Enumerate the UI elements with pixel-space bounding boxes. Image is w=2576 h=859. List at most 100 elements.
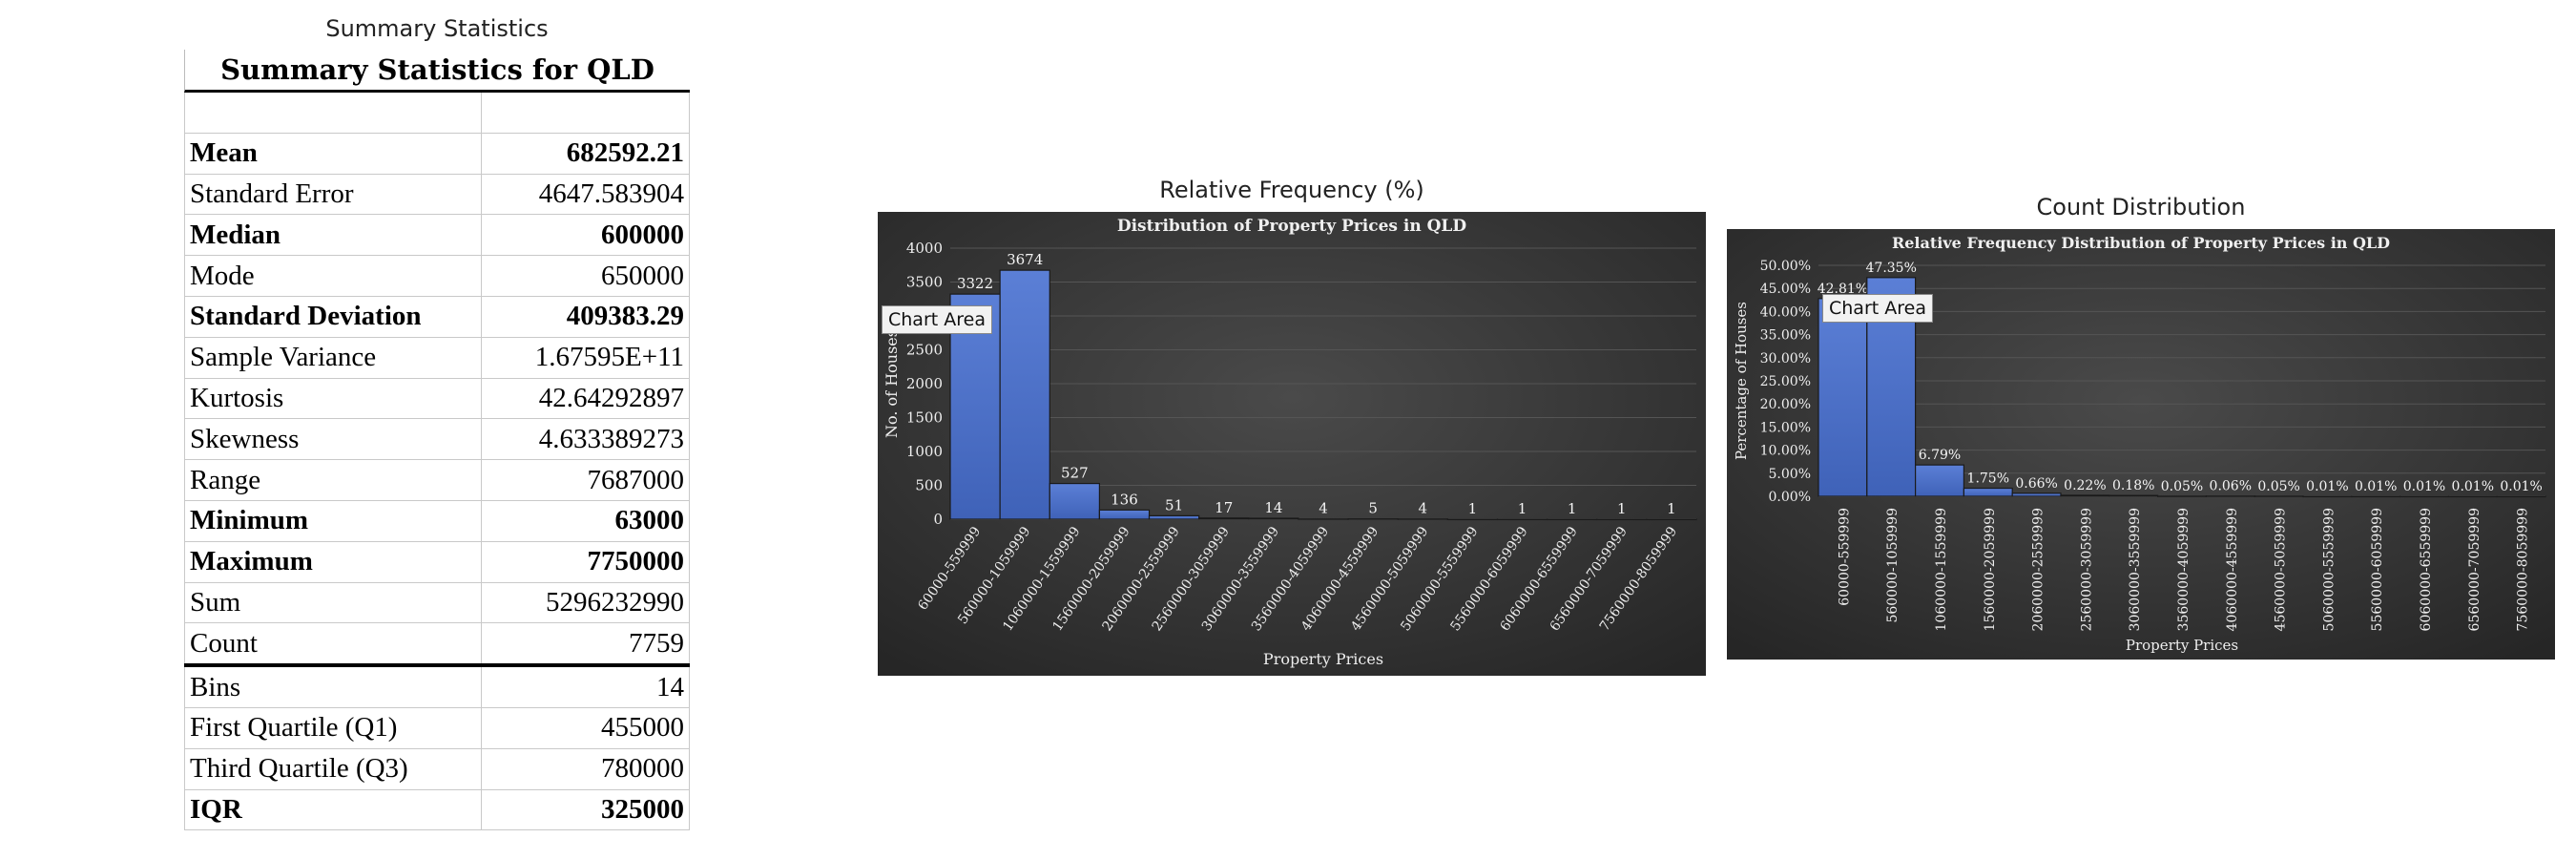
y-tick-label: 1500 [906, 409, 943, 427]
table-row: Bins 14 [184, 665, 690, 708]
chart-area-tooltip: Chart Area [882, 305, 992, 334]
table-row: Standard Error 4647.583904 [184, 174, 690, 216]
data-label: 1 [1518, 500, 1527, 517]
y-tick-label: 30.00% [1760, 351, 1811, 367]
bar [1546, 518, 1598, 521]
data-label: 4 [1319, 500, 1328, 517]
table-row: IQR 325000 [184, 789, 690, 831]
data-label: 1 [1468, 500, 1478, 517]
y-tick-label: 0 [933, 511, 943, 528]
y-axis-label: Percentage of Houses [1733, 302, 1750, 460]
stat-label: Sum [184, 582, 482, 624]
table-row: Median 600000 [184, 214, 690, 257]
stat-label: Kurtosis [184, 378, 482, 420]
data-label: 0.05% [2161, 479, 2203, 494]
y-tick-label: 40.00% [1760, 304, 1811, 320]
stat-label: Third Quartile (Q3) [184, 748, 482, 790]
x-tick-label: 3560000-4059999 [2176, 508, 2192, 631]
x-tick-label: 6560000-7059999 [2467, 508, 2483, 631]
stat-value: 682592.21 [481, 133, 690, 175]
data-label: 527 [1061, 465, 1089, 482]
data-label: 0.06% [2210, 479, 2252, 494]
stat-value: 14 [481, 665, 690, 708]
data-label: 0.05% [2257, 479, 2299, 494]
y-tick-label: 35.00% [1760, 328, 1811, 344]
bar [2399, 495, 2449, 498]
x-tick-label: 7560000-8059999 [2516, 508, 2531, 631]
bar [1198, 517, 1250, 520]
bar [2447, 495, 2498, 498]
bar [2254, 495, 2304, 497]
data-label: 136 [1111, 491, 1138, 508]
table-row: Third Quartile (Q3) 780000 [184, 748, 690, 790]
count-chart-svg: Distribution of Property Prices in QLD 0 5… [878, 212, 1706, 676]
data-label: 51 [1165, 496, 1183, 513]
bar [1298, 518, 1349, 520]
y-tick-label: 50.00% [1760, 259, 1811, 274]
y-tick-label: 45.00% [1760, 282, 1811, 297]
y-tick-label: 25.00% [1760, 374, 1811, 389]
table-row: Range 7687000 [184, 459, 690, 501]
data-label: 0.18% [2112, 478, 2154, 493]
data-label: 3322 [957, 275, 993, 292]
table-row: Kurtosis 42.64292897 [184, 378, 690, 420]
table-row: Sample Variance 1.67595E+11 [184, 337, 690, 379]
bar [1397, 518, 1448, 520]
bar [1446, 518, 1499, 521]
y-tick-label: 20.00% [1760, 397, 1811, 412]
data-label: 5 [1368, 500, 1378, 517]
data-label: 3674 [1007, 251, 1043, 268]
data-label: 17 [1215, 499, 1233, 516]
y-tick-label: 2500 [906, 342, 943, 359]
data-label: 0.66% [2015, 476, 2057, 492]
stat-value: 1.67595E+11 [481, 337, 690, 379]
stat-value: 42.64292897 [481, 378, 690, 420]
summary-statistics-table: Summary Statistics for QLD Mean 682592.21… [184, 50, 690, 831]
stat-value: 5296232990 [481, 582, 690, 624]
stat-value: 4647.583904 [481, 174, 690, 216]
stat-value: 4.633389273 [481, 418, 690, 461]
relative-frequency-chart[interactable]: Relative Frequency Distribution of Prope… [1727, 229, 2555, 660]
y-tick-label: 15.00% [1760, 420, 1811, 435]
x-tick-label: 2060000-2559999 [2031, 508, 2046, 631]
stat-value: 455000 [481, 707, 690, 749]
data-label: 14 [1264, 499, 1282, 516]
bar [1596, 518, 1648, 521]
table-row [184, 93, 690, 134]
stat-value: 63000 [481, 500, 690, 542]
stat-label [184, 93, 482, 134]
y-axis-label: No. of Houses [883, 329, 901, 438]
bar [2109, 494, 2159, 497]
stat-label: Mean [184, 133, 482, 175]
stat-value: 7759 [481, 622, 690, 668]
chart-title: Relative Frequency Distribution of Prope… [1892, 234, 2390, 252]
y-tick-label: 4000 [906, 240, 943, 257]
x-tick-label: 60000-559999 [1837, 508, 1852, 606]
stat-label: Skewness [184, 418, 482, 461]
stat-label: Maximum [184, 541, 482, 583]
bar [2351, 495, 2401, 498]
stat-label: First Quartile (Q1) [184, 707, 482, 749]
y-tick-label: 1000 [906, 443, 943, 460]
table-row: Count 7759 [184, 622, 690, 668]
count-chart[interactable]: Distribution of Property Prices in QLD 0 5… [878, 212, 1706, 676]
y-tick-label: 10.00% [1760, 444, 1811, 459]
x-tick-label: 560000-1059999 [1885, 508, 1901, 623]
x-axis-label: Property Prices [2126, 637, 2238, 654]
x-tick-label: 3060000-3559999 [2128, 508, 2143, 631]
chart-area-tooltip: Chart Area [1822, 294, 1933, 323]
stat-value: 650000 [481, 255, 690, 297]
data-label: 1 [1667, 500, 1676, 517]
data-label: 0.01% [2355, 479, 2397, 494]
x-tick-label: 5560000-6059999 [2370, 508, 2385, 631]
table-title: Summary Statistics for QLD [184, 50, 690, 93]
chart-title: Distribution of Property Prices in QLD [1117, 217, 1467, 236]
data-label: 0.01% [2452, 479, 2494, 494]
stat-label: Standard Deviation [184, 296, 482, 338]
table-row: Standard Deviation 409383.29 [184, 296, 690, 338]
x-tick-label: 5060000-5559999 [2321, 508, 2337, 631]
bar [999, 269, 1050, 520]
stat-value: 7750000 [481, 541, 690, 583]
table-row: Skewness 4.633389273 [184, 418, 690, 461]
data-label: 1.75% [1967, 471, 2009, 487]
